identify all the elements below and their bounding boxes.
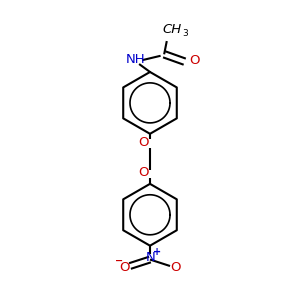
Text: CH: CH [162,23,182,36]
Text: 3: 3 [182,28,188,38]
Text: O: O [190,54,200,67]
Text: NH: NH [125,53,145,66]
Text: O: O [138,136,148,149]
Text: −: − [115,256,123,266]
Text: O: O [170,261,181,274]
Text: O: O [138,167,148,179]
Text: N: N [146,251,155,264]
Text: O: O [119,261,130,274]
Text: +: + [153,247,161,257]
